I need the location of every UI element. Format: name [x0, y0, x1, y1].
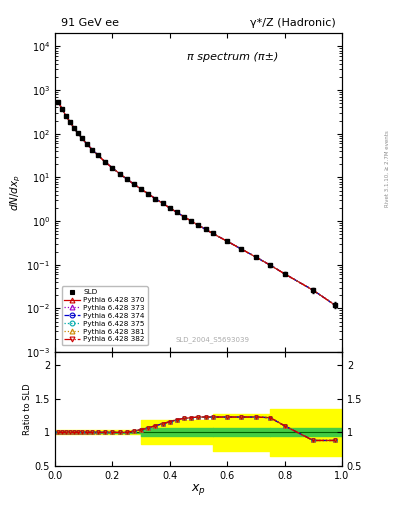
Text: π spectrum (π±): π spectrum (π±) [187, 52, 279, 62]
X-axis label: $x_p$: $x_p$ [191, 482, 206, 497]
Text: Rivet 3.1.10, ≥ 2.7M events: Rivet 3.1.10, ≥ 2.7M events [385, 131, 390, 207]
Legend: SLD, Pythia 6.428 370, Pythia 6.428 373, Pythia 6.428 374, Pythia 6.428 375, Pyt: SLD, Pythia 6.428 370, Pythia 6.428 373,… [61, 286, 147, 345]
Y-axis label: Ratio to SLD: Ratio to SLD [23, 383, 32, 435]
Y-axis label: $dN/dx_p$: $dN/dx_p$ [9, 174, 24, 211]
Text: 91 GeV ee: 91 GeV ee [61, 18, 119, 29]
Text: γ*/Z (Hadronic): γ*/Z (Hadronic) [250, 18, 336, 29]
Text: SLD_2004_S5693039: SLD_2004_S5693039 [176, 336, 250, 343]
